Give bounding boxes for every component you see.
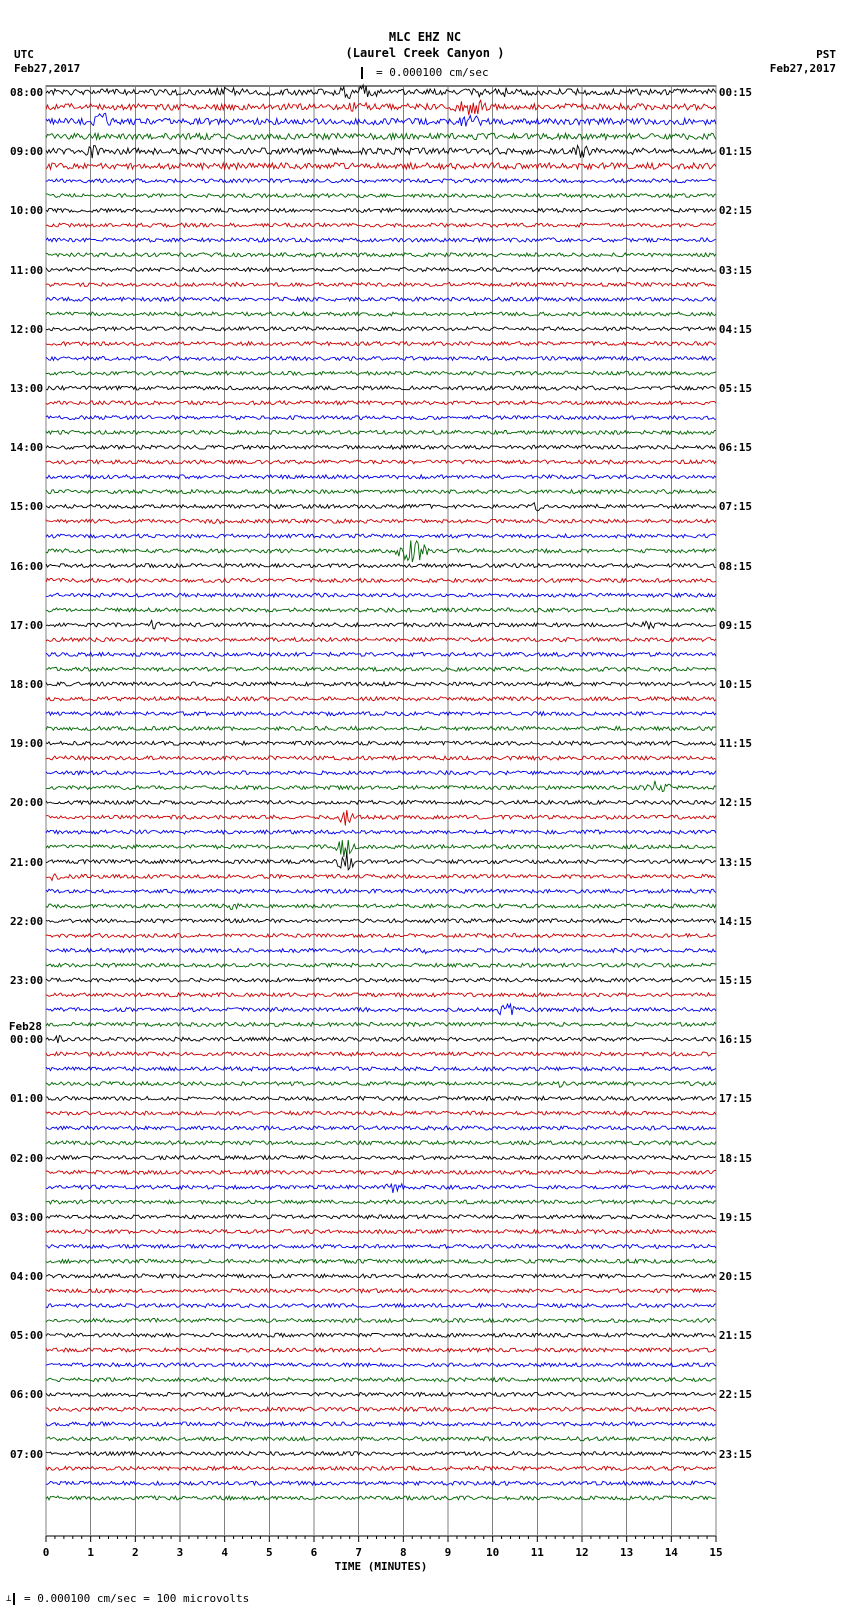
- pst-hour-label: 18:15: [719, 1153, 752, 1164]
- xaxis-tick-label: 15: [709, 1546, 722, 1559]
- utc-hour-label: 01:00: [10, 1093, 42, 1104]
- xaxis-tick-label: 2: [132, 1546, 139, 1559]
- utc-hour-label: 12:00: [10, 324, 42, 335]
- utc-hour-label: 07:00: [10, 1449, 42, 1460]
- utc-hour-label: 11:00: [10, 265, 42, 276]
- pst-hour-label: 05:15: [719, 383, 752, 394]
- pst-hour-label: 01:15: [719, 146, 752, 157]
- utc-hour-label: 19:00: [10, 738, 42, 749]
- xaxis-tick-label: 13: [620, 1546, 633, 1559]
- pst-hour-label: 17:15: [719, 1093, 752, 1104]
- pst-hour-label: 16:15: [719, 1034, 752, 1045]
- utc-hour-label: 22:00: [10, 916, 42, 927]
- date-marker: Feb28: [6, 1021, 42, 1032]
- utc-hour-label: 10:00: [10, 205, 42, 216]
- xaxis-tick-label: 8: [400, 1546, 407, 1559]
- utc-hour-label: 18:00: [10, 679, 42, 690]
- utc-hour-label: 03:00: [10, 1212, 42, 1223]
- utc-hour-label: 06:00: [10, 1389, 42, 1400]
- pst-hour-label: 06:15: [719, 442, 752, 453]
- pst-hour-label: 20:15: [719, 1271, 752, 1282]
- pst-hour-label: 23:15: [719, 1449, 752, 1460]
- pst-hour-label: 15:15: [719, 975, 752, 986]
- chart-title: MLC EHZ NC (Laurel Creek Canyon ): [0, 30, 850, 61]
- xaxis-tick-label: 0: [43, 1546, 50, 1559]
- scale-text: = 0.000100 cm/sec: [376, 66, 489, 79]
- utc-hour-label: 21:00: [10, 857, 42, 868]
- pst-hour-label: 12:15: [719, 797, 752, 808]
- pst-hour-label: 03:15: [719, 265, 752, 276]
- pst-hour-label: 14:15: [719, 916, 752, 927]
- seismogram-container: MLC EHZ NC (Laurel Creek Canyon ) UTC Fe…: [0, 0, 850, 1613]
- tz-left-zone: UTC: [14, 48, 34, 61]
- footer-tick-left: ⊥: [6, 1594, 11, 1604]
- footer-scale: ⊥ = 0.000100 cm/sec = 100 microvolts: [6, 1592, 249, 1605]
- pst-hour-label: 04:15: [719, 324, 752, 335]
- utc-hour-label: 04:00: [10, 1271, 42, 1282]
- pst-hour-label: 07:15: [719, 501, 752, 512]
- xaxis-tick-label: 11: [531, 1546, 544, 1559]
- footer-text-prefix: = 0.000100 cm/sec =: [24, 1592, 156, 1605]
- scale-bar-icon: [361, 67, 363, 79]
- tz-right-zone: PST: [816, 48, 836, 61]
- xaxis-tick-label: 7: [355, 1546, 362, 1559]
- utc-hour-label: 02:00: [10, 1153, 42, 1164]
- pst-hour-label: 11:15: [719, 738, 752, 749]
- pst-hour-label: 19:15: [719, 1212, 752, 1223]
- xaxis-title: TIME (MINUTES): [0, 1560, 762, 1573]
- utc-hour-label: 00:00: [10, 1034, 42, 1045]
- pst-hour-label: 02:15: [719, 205, 752, 216]
- utc-hour-label: 13:00: [10, 383, 42, 394]
- pst-hour-label: 13:15: [719, 857, 752, 868]
- utc-hour-label: 15:00: [10, 501, 42, 512]
- footer-text-suffix: 100 microvolts: [157, 1592, 250, 1605]
- utc-hour-label: 09:00: [10, 146, 42, 157]
- utc-hour-label: 20:00: [10, 797, 42, 808]
- xaxis-tick-label: 14: [665, 1546, 678, 1559]
- xaxis-tick-label: 9: [445, 1546, 452, 1559]
- scale-note: = 0.000100 cm/sec: [0, 66, 850, 79]
- utc-hour-label: 17:00: [10, 620, 42, 631]
- pst-hour-label: 21:15: [719, 1330, 752, 1341]
- utc-hour-label: 05:00: [10, 1330, 42, 1341]
- title-line1: MLC EHZ NC: [389, 30, 461, 44]
- pst-hour-label: 00:15: [719, 87, 752, 98]
- xaxis-tick-label: 10: [486, 1546, 499, 1559]
- pst-hour-label: 08:15: [719, 561, 752, 572]
- seismogram-plot: [46, 86, 716, 1536]
- xaxis-tick-label: 5: [266, 1546, 273, 1559]
- footer-bar-icon: [13, 1593, 15, 1605]
- pst-hour-label: 22:15: [719, 1389, 752, 1400]
- title-line2: (Laurel Creek Canyon ): [346, 46, 505, 60]
- pst-hour-label: 10:15: [719, 679, 752, 690]
- xaxis-tick-label: 12: [575, 1546, 588, 1559]
- utc-hour-label: 23:00: [10, 975, 42, 986]
- xaxis-tick-label: 4: [221, 1546, 228, 1559]
- utc-hour-label: 08:00: [10, 87, 42, 98]
- utc-hour-label: 16:00: [10, 561, 42, 572]
- pst-hour-label: 09:15: [719, 620, 752, 631]
- xaxis-tick-label: 1: [87, 1546, 94, 1559]
- xaxis-tick-label: 3: [177, 1546, 184, 1559]
- utc-hour-label: 14:00: [10, 442, 42, 453]
- xaxis-tick-label: 6: [311, 1546, 318, 1559]
